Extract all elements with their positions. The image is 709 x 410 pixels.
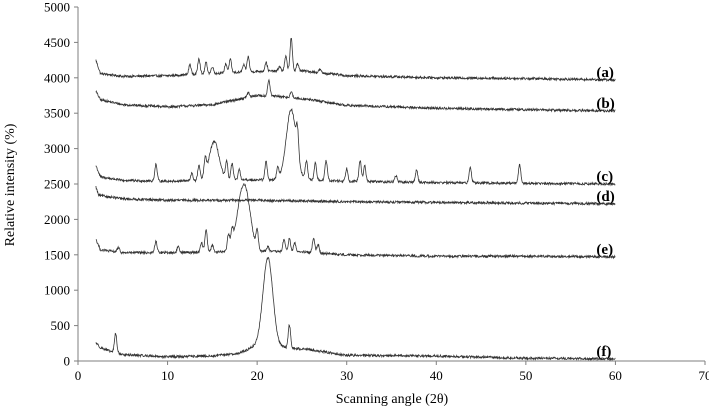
x-tick-label: 60	[609, 368, 622, 383]
series-e: (e)	[95, 183, 616, 260]
x-tick-label: 50	[519, 368, 532, 383]
series-label: (e)	[596, 242, 613, 258]
x-tick-label: 70	[699, 368, 709, 383]
y-tick-label: 3500	[44, 106, 70, 121]
x-tick-label: 0	[75, 368, 82, 383]
y-axis-title: Relative intensity (%)	[3, 123, 18, 246]
series-line	[95, 78, 616, 113]
x-tick-label: 30	[340, 368, 353, 383]
series-label: (a)	[596, 65, 614, 81]
x-axis-title: Scanning angle (2θ)	[336, 392, 449, 407]
series-line	[95, 256, 616, 362]
series-label: (f)	[596, 344, 611, 360]
series-line	[95, 185, 616, 207]
x-tick-label: 40	[430, 368, 443, 383]
series-c: (c)	[95, 107, 616, 187]
y-tick-label: 1500	[44, 247, 70, 262]
axes: 0500100015002000250030003500400045005000…	[44, 0, 709, 383]
series-b: (b)	[95, 78, 616, 113]
series-label: (c)	[596, 169, 613, 185]
series-d: (d)	[95, 185, 616, 207]
plot-area: (a) (b) (c) (d) (e) (f)	[95, 37, 616, 362]
x-tick-label: 20	[251, 368, 264, 383]
series-line	[95, 107, 616, 187]
y-tick-label: 4500	[44, 35, 70, 50]
y-tick-label: 3000	[44, 141, 70, 156]
y-tick-label: 5000	[44, 0, 70, 15]
x-tick-label: 10	[161, 368, 174, 383]
series-a: (a)	[95, 37, 616, 83]
y-tick-label: 2500	[44, 177, 70, 192]
y-tick-label: 500	[51, 318, 71, 333]
series-label: (b)	[596, 96, 614, 112]
series-label: (d)	[596, 189, 614, 205]
y-tick-label: 4000	[44, 70, 70, 85]
y-tick-label: 0	[64, 354, 71, 369]
y-tick-label: 2000	[44, 212, 70, 227]
series-line	[95, 183, 616, 260]
y-tick-label: 1000	[44, 283, 70, 298]
series-line	[95, 37, 616, 83]
series-f: (f)	[95, 256, 616, 362]
